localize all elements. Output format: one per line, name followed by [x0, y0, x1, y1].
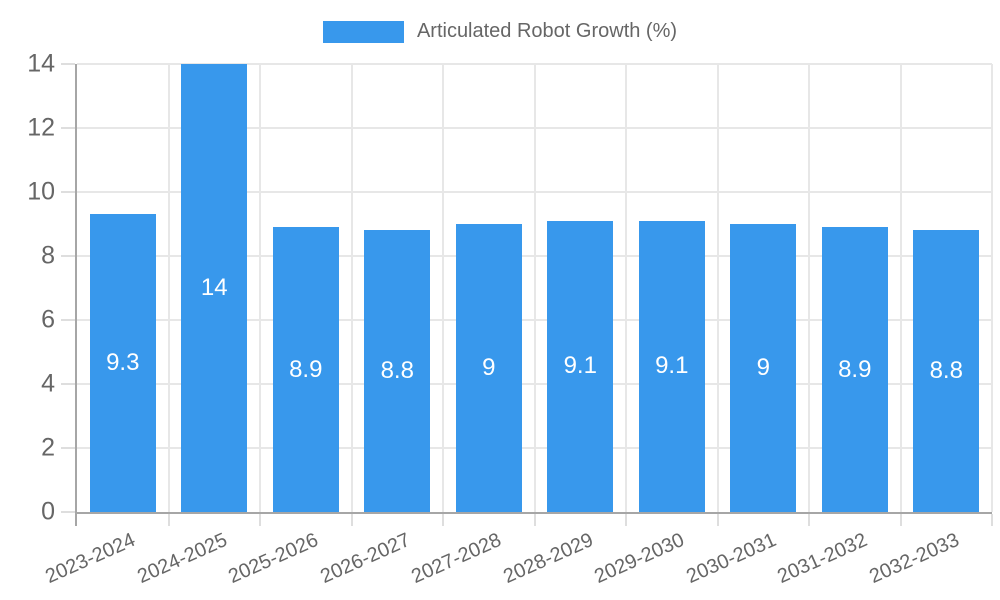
x-axis-tick — [899, 514, 902, 526]
x-tick-label: 2031-2032 — [774, 529, 871, 589]
x-axis-tick — [533, 514, 536, 526]
x-axis-tick — [625, 514, 627, 526]
bar-2031-2032[interactable] — [821, 227, 888, 512]
bar-2029-2030[interactable] — [638, 220, 705, 512]
y-axis-tick — [61, 319, 75, 321]
y-axis-tick — [61, 383, 75, 385]
y-tick-label: 6 — [41, 305, 55, 334]
bar-value-label: 8.9 — [838, 355, 872, 383]
x-tick-label: 2023-2024 — [42, 529, 139, 589]
x-axis-tick — [716, 514, 719, 526]
y-tick-label: 8 — [41, 241, 55, 270]
bar-value-label: 9.3 — [106, 349, 140, 377]
gridline-vertical — [808, 64, 810, 512]
bar-value-label: 9.1 — [655, 352, 689, 380]
x-tick-label: 2026-2027 — [316, 529, 414, 589]
gridline-vertical — [716, 64, 719, 512]
gridline-vertical — [625, 64, 627, 512]
y-axis-tick — [61, 511, 75, 513]
gridline-vertical — [442, 64, 444, 512]
y-tick-label: 12 — [27, 113, 55, 142]
x-axis-tick — [991, 514, 993, 526]
bar-value-label: 8.8 — [380, 357, 414, 385]
x-tick-label: 2025-2026 — [225, 529, 322, 589]
y-axis-tick — [61, 63, 75, 65]
legend-swatch — [322, 20, 404, 43]
x-axis-tick — [350, 514, 353, 526]
x-tick-label: 2029-2030 — [591, 529, 688, 589]
legend-label: Articulated Robot Growth (%) — [416, 20, 678, 42]
bar-2023-2024[interactable] — [89, 214, 156, 512]
bar-value-label: 8.8 — [929, 357, 963, 385]
x-axis-tick — [808, 514, 810, 526]
gridline-vertical — [350, 64, 353, 512]
x-axis-tick — [259, 514, 261, 526]
y-axis-tick — [61, 127, 75, 129]
gridline-vertical — [167, 64, 170, 512]
bar-2026-2027[interactable] — [364, 230, 431, 512]
y-tick-label: 10 — [27, 177, 55, 206]
bar-2025-2026[interactable] — [272, 227, 339, 512]
bar-value-label: 9.1 — [563, 352, 597, 380]
y-axis-line — [75, 64, 77, 526]
chart-legend: Articulated Robot Growth (%) — [0, 20, 1000, 43]
bar-value-label: 9 — [756, 354, 770, 381]
x-tick-label: 2030-2031 — [682, 529, 780, 589]
y-tick-label: 0 — [41, 497, 55, 526]
bar-2027-2028[interactable] — [455, 224, 522, 512]
bar-2032-2033[interactable] — [913, 230, 980, 512]
y-axis-tick — [61, 191, 75, 193]
x-axis-line — [75, 512, 992, 514]
bar-value-label: 14 — [200, 274, 228, 301]
legend-item-articulated-robot-growth[interactable]: Articulated Robot Growth (%) — [322, 20, 678, 43]
bar-2024-2025[interactable] — [181, 64, 248, 512]
x-tick-label: 2027-2028 — [408, 529, 505, 589]
bar-2030-2031[interactable] — [730, 224, 797, 512]
y-axis-tick — [61, 255, 75, 257]
x-axis-tick — [442, 514, 444, 526]
y-tick-label: 14 — [27, 49, 55, 78]
y-tick-label: 2 — [41, 433, 55, 462]
x-tick-label: 2028-2029 — [499, 529, 597, 589]
gridline-vertical — [259, 64, 261, 512]
y-tick-label: 4 — [41, 369, 55, 398]
x-axis-tick — [167, 514, 170, 526]
gridline-vertical — [533, 64, 536, 512]
bar-2028-2029[interactable] — [547, 220, 614, 512]
x-tick-label: 2032-2033 — [865, 529, 963, 589]
gridline-vertical — [991, 64, 993, 512]
bar-value-label: 9 — [482, 354, 496, 381]
bar-value-label: 8.9 — [289, 355, 323, 383]
gridline-vertical — [899, 64, 902, 512]
x-tick-label: 2024-2025 — [133, 529, 231, 589]
y-axis-tick — [61, 447, 75, 449]
